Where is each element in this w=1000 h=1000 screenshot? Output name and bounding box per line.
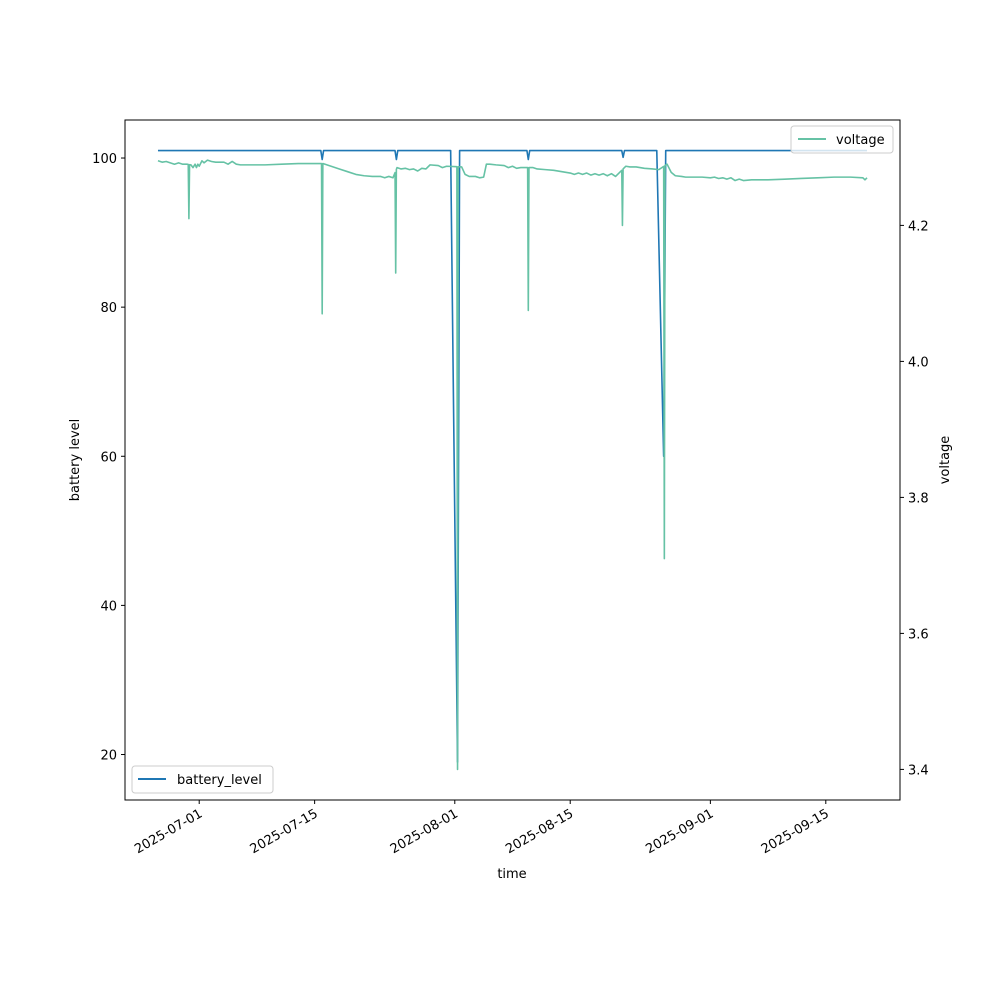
series-layer	[157, 149, 868, 771]
y-left-tick-label: 40	[100, 599, 117, 614]
y-axis-right: 3.4 3.6 3.8 4.0 4.2	[900, 219, 929, 778]
legend-battery-level-label: battery_level	[177, 773, 262, 788]
legend-voltage: voltage	[790, 125, 894, 154]
legend-voltage-label: voltage	[836, 133, 885, 148]
y-left-tick-label: 100	[92, 152, 117, 167]
legend-battery-level: battery_level	[131, 765, 274, 794]
y-right-tick-label: 4.0	[908, 355, 929, 370]
y-right-tick-label: 3.8	[908, 491, 929, 506]
y-axis-left: 20 40 60 80 100	[92, 152, 125, 764]
y-axis-left-title: battery level	[68, 419, 83, 502]
y-left-tick-label: 60	[100, 450, 117, 465]
y-right-tick-label: 3.6	[908, 627, 929, 642]
battery-level-line	[157, 149, 868, 763]
y-axis-right-title: voltage	[938, 436, 953, 485]
legend-voltage-box	[790, 125, 894, 154]
x-axis-title: time	[497, 867, 526, 882]
y-left-tick-label: 80	[100, 301, 117, 316]
plot-frame	[124, 119, 901, 801]
y-right-tick-label: 3.4	[908, 763, 929, 778]
y-left-tick-label: 20	[100, 749, 117, 764]
legend-battery-level-box	[131, 765, 274, 794]
y-right-tick-label: 4.2	[908, 219, 929, 234]
voltage-line	[157, 159, 868, 771]
